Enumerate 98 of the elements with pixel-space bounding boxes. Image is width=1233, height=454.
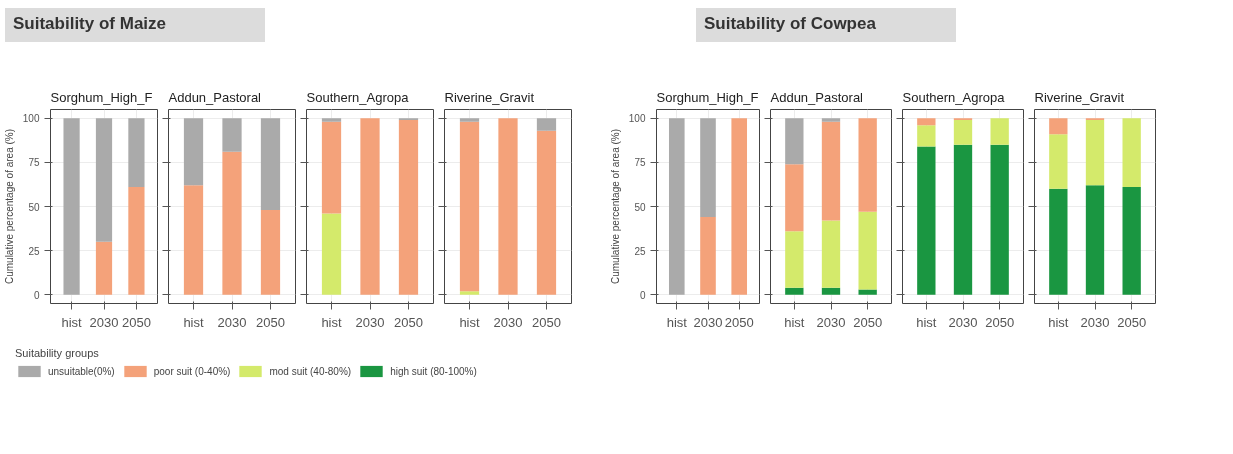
bar [1049,118,1068,135]
bar [183,185,204,295]
chart-title: Riverine_Gravit [1034,89,1125,105]
x-tick-label: hist [61,314,83,330]
legend-label: high suit (80-100%) [390,365,477,377]
bar [321,118,342,122]
chart-title: Sorghum_High_F [656,89,759,105]
bar [183,118,204,186]
chart-title: Riverine_Gravit [444,89,535,105]
y-tick-label: 25 [28,245,40,257]
y-tick-label: 100 [628,113,646,125]
text: Suitability of Cowpea [704,13,876,35]
x-tick-label: 2050 [1117,314,1147,330]
x-tick-label: 2030 [948,314,978,330]
bar [222,151,242,295]
x-tick-label: hist [321,314,343,330]
bar [858,118,877,212]
bar [128,187,145,295]
x-tick-label: 2050 [256,314,285,330]
y-tick-label: 25 [634,245,646,257]
bar [1049,188,1068,295]
y-tick-label: 75 [634,157,646,169]
x-tick-label: hist [1048,314,1069,330]
bar [459,121,480,292]
y-tick-label: 0 [639,289,646,301]
x-tick-label: 2050 [985,314,1015,330]
y-axis-title: Cumulative percentage of area (%) [609,128,621,285]
bar [917,118,936,126]
bar [360,118,380,295]
chart-title: Addun_Pastoral [770,89,864,105]
bar [459,118,480,122]
x-tick-label: 2030 [355,314,385,330]
bar [1085,120,1105,186]
bar [95,241,113,295]
bar [917,146,936,295]
y-tick-label: 50 [28,201,40,213]
bar [498,118,518,295]
bar [260,210,281,295]
x-tick-label: 2030 [493,314,523,330]
y-tick-label: 0 [33,289,40,301]
bar [128,118,145,188]
legend-label: mod suit (40-80%) [269,365,352,377]
x-tick-label: hist [784,314,805,330]
legend-label: unsuitable(0%) [48,365,115,377]
bar [953,120,973,145]
bar [785,287,804,295]
bar [990,118,1009,145]
bar [1122,187,1141,295]
bar [821,118,841,122]
x-tick-label: 2030 [217,314,247,330]
bar [785,118,804,165]
bar [321,121,342,214]
bar [1085,185,1105,295]
bar [222,118,242,152]
bar [821,287,841,295]
chart-title: Southern_Agropa [306,89,410,105]
legend-label: poor suit (0-40%) [153,365,231,377]
legend-title: Suitability groups [15,347,100,359]
bar [398,120,419,295]
bar [63,118,80,295]
bar [785,231,804,288]
bar [1049,134,1068,189]
bar [953,144,973,295]
x-tick-label: 2050 [724,314,754,330]
x-tick-label: 2050 [853,314,883,330]
bar [858,211,877,290]
bar [260,118,281,211]
x-tick-label: 2030 [1080,314,1110,330]
chart-title: Southern_Agropa [902,89,1006,105]
y-tick-label: 100 [22,113,40,125]
bar [858,289,877,295]
x-tick-label: 2050 [394,314,423,330]
text: Suitability of Maize [13,13,167,35]
bar [821,220,841,288]
x-tick-label: 2050 [121,314,151,330]
bar [536,118,557,131]
x-tick-label: hist [666,314,688,330]
chart-title: Sorghum_High_F [50,89,153,105]
bar [917,125,936,147]
bar [821,121,841,221]
bar [321,213,342,295]
bar [95,118,113,242]
y-tick-label: 50 [634,201,646,213]
y-tick-label: 75 [28,157,40,169]
x-tick-label: 2050 [532,314,561,330]
x-tick-label: 2030 [816,314,846,330]
chart-title: Addun_Pastoral [168,89,262,105]
x-tick-label: hist [459,314,481,330]
bar [459,291,480,295]
x-tick-label: hist [916,314,937,330]
x-tick-label: 2030 [89,314,119,330]
bar [785,164,804,232]
x-tick-label: 2030 [693,314,723,330]
bar [990,144,1009,295]
bar [536,130,557,295]
x-tick-label: hist [183,314,205,330]
bar [1122,118,1141,188]
y-axis-title: Cumulative percentage of area (%) [3,128,15,285]
